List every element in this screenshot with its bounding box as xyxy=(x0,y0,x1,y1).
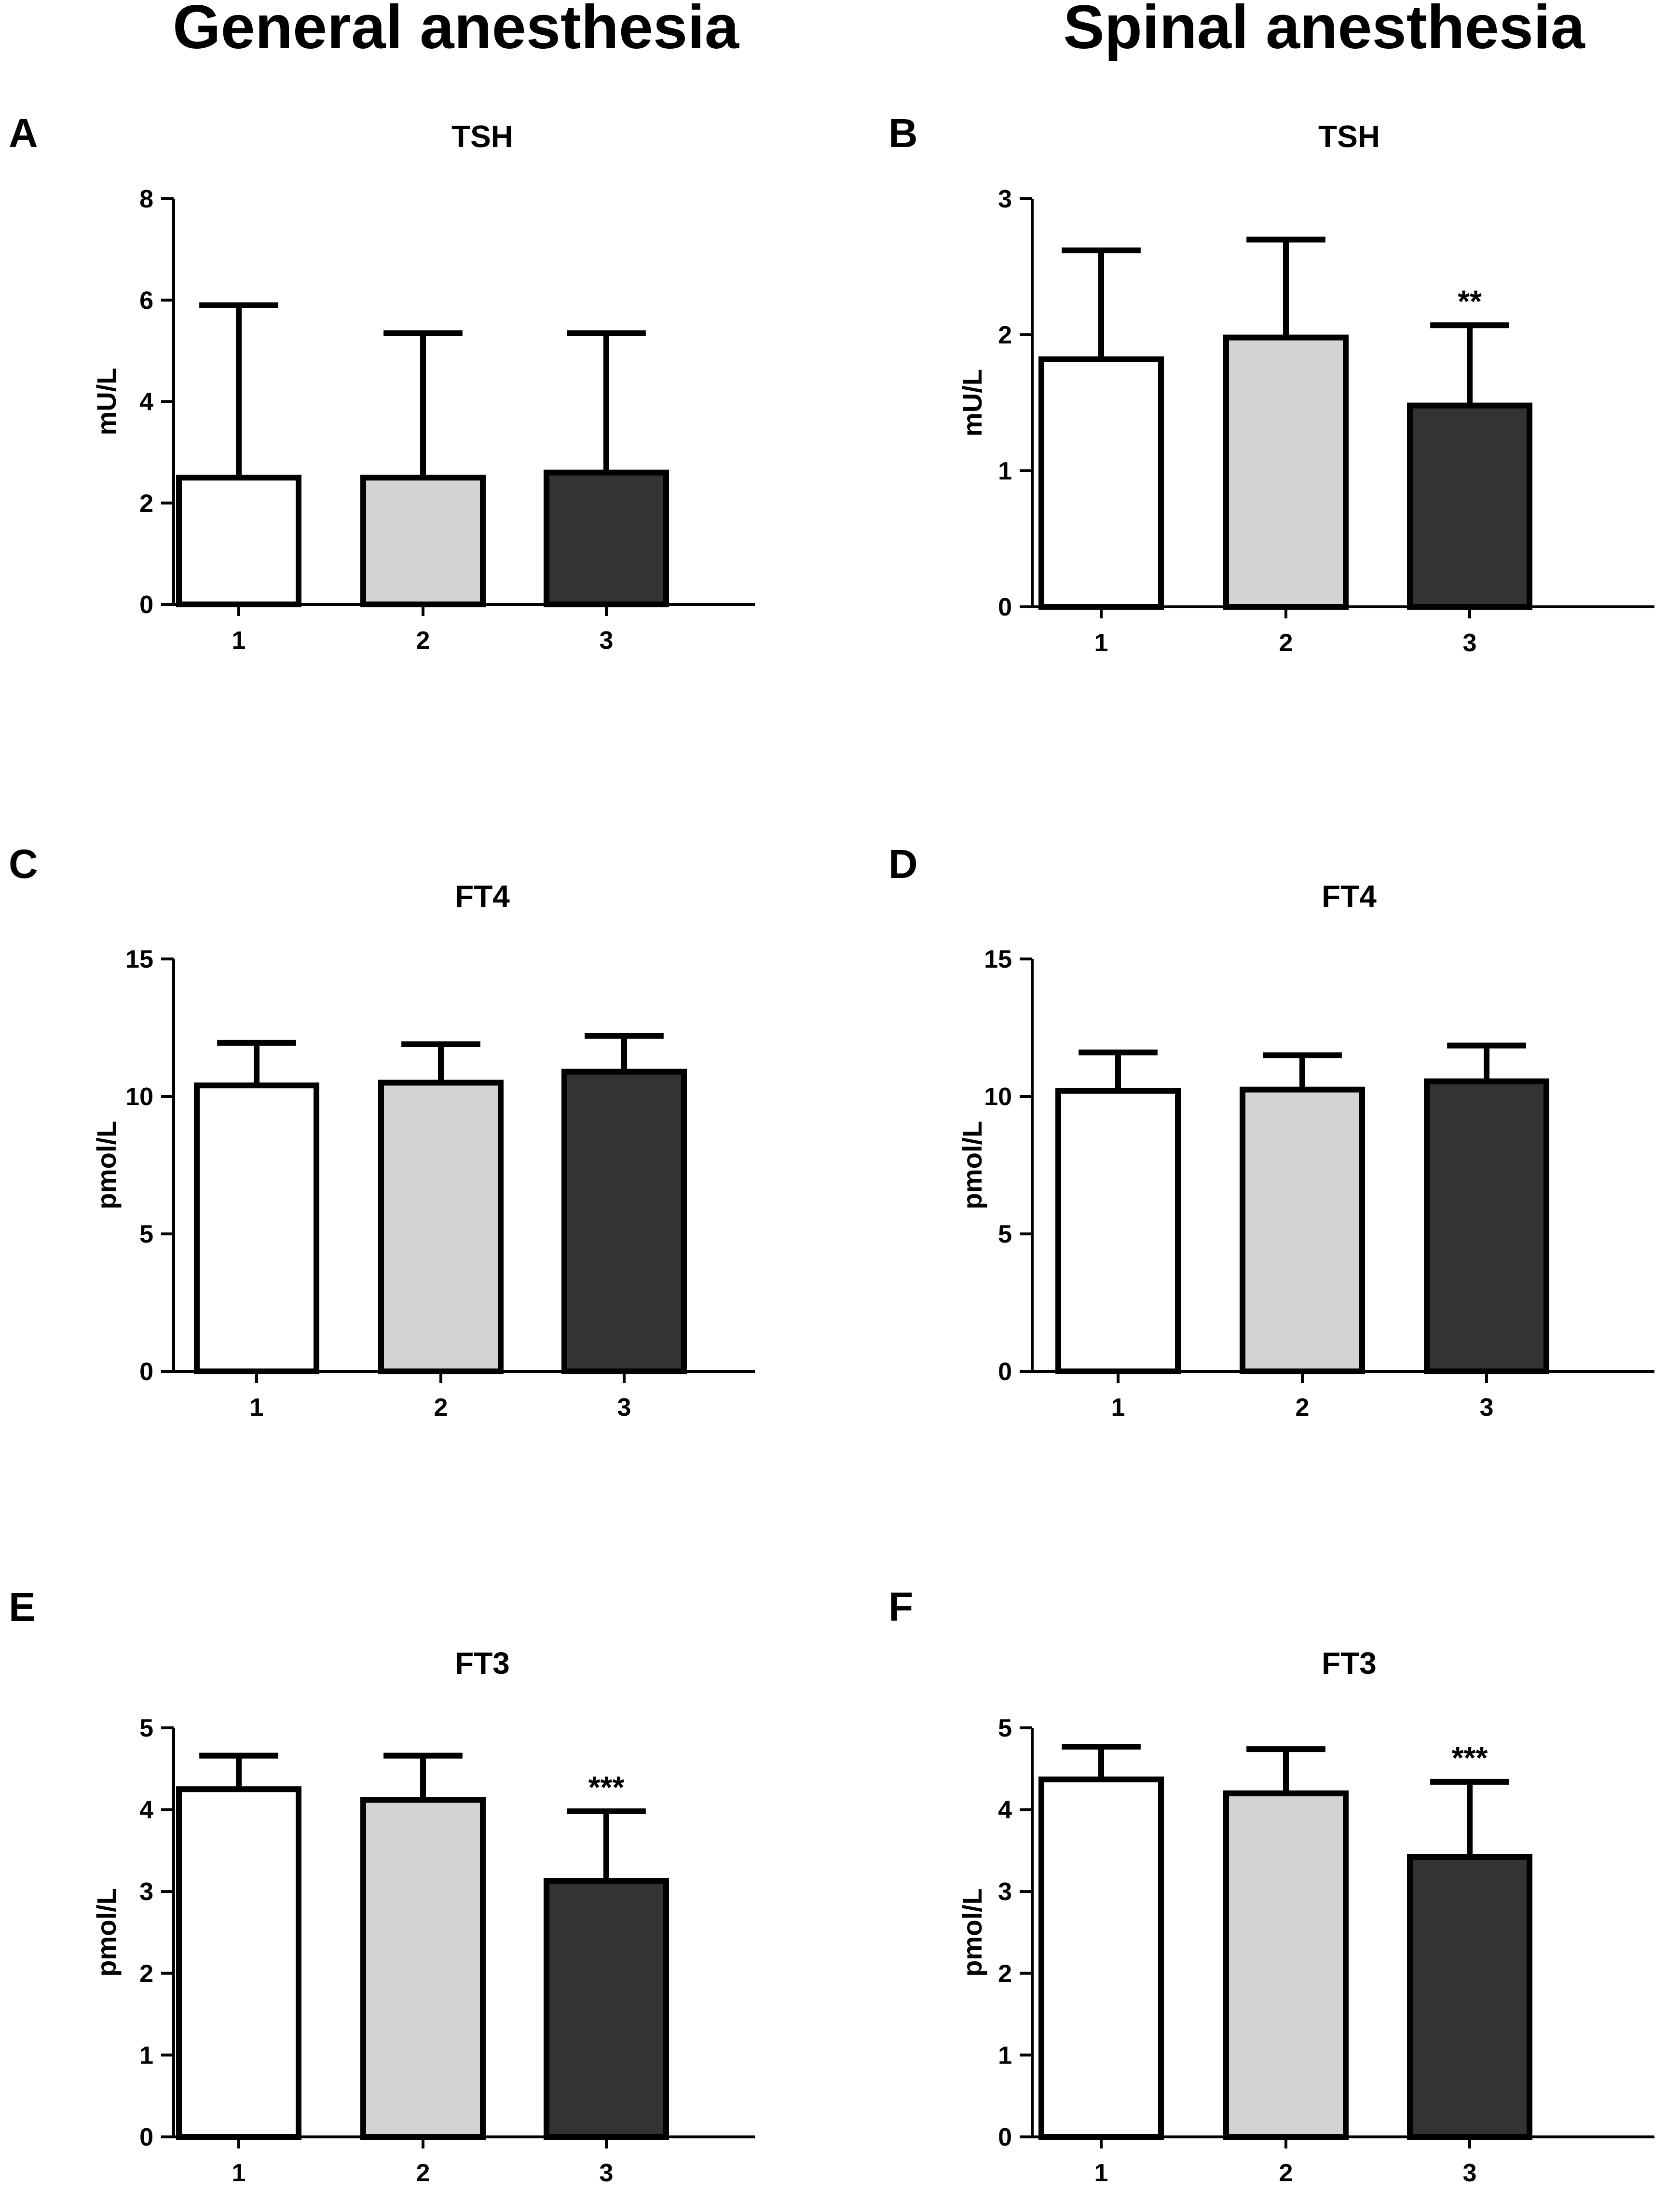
y-tick-label-d-1: 5 xyxy=(998,1220,1012,1248)
bar-d-3 xyxy=(1424,1078,1549,1374)
y-tick-label-f-5: 5 xyxy=(998,1714,1012,1742)
significance-b-3: ** xyxy=(1458,284,1482,318)
chart-title-e: FT3 xyxy=(455,1646,510,1681)
y-tick-label-e-5: 5 xyxy=(139,1714,153,1742)
bar-e-1 xyxy=(176,1786,301,2140)
panel-letter-d: D xyxy=(888,841,918,887)
y-tick-label-d-2: 10 xyxy=(984,1083,1012,1111)
chart-title-c: FT4 xyxy=(455,879,510,914)
column-title-general: General anesthesia xyxy=(173,0,739,62)
y-tick-label-b-2: 2 xyxy=(998,321,1012,349)
bar-e-2 xyxy=(360,1797,486,2140)
bar-c-2 xyxy=(378,1080,504,1374)
y-tick-label-b-3: 3 xyxy=(998,185,1012,213)
y-tick-label-e-1: 1 xyxy=(139,2041,153,2069)
chart-panel-a: A TSH mU/L 1 2 3 0 2 4 6 8 xyxy=(9,110,755,655)
bar-f-3 xyxy=(1407,1854,1532,2140)
y-tick-label-e-4: 4 xyxy=(139,1796,153,1824)
y-tick-label-a-1: 2 xyxy=(139,490,153,518)
y-axis-label-d: pmol/L xyxy=(957,1121,987,1210)
chart-panel-f: F FT3 pmol/L 1 2 *** 3 0 1 2 3 4 5 xyxy=(888,1584,1654,2187)
x-tick-label-e-2: 2 xyxy=(416,2159,430,2187)
y-tick-label-e-0: 0 xyxy=(139,2123,153,2151)
significance-f-3: *** xyxy=(1452,1740,1488,1775)
x-tick-label-e-1: 1 xyxy=(232,2159,246,2187)
panel-letter-c: C xyxy=(9,841,38,887)
x-tick-label-a-1: 1 xyxy=(232,627,246,655)
y-tick-label-c-0: 0 xyxy=(139,1358,153,1386)
bar-a-1 xyxy=(176,475,301,607)
bar-d-1 xyxy=(1055,1088,1181,1375)
y-tick-label-f-2: 2 xyxy=(998,1960,1012,1988)
y-tick-label-d-3: 15 xyxy=(984,945,1012,973)
x-tick-label-c-3: 3 xyxy=(617,1394,631,1422)
chart-panel-d: D FT4 pmol/L 1 2 3 0 5 10 15 xyxy=(888,841,1654,1422)
x-tick-label-f-1: 1 xyxy=(1094,2159,1108,2187)
y-tick-label-f-1: 1 xyxy=(998,2041,1012,2069)
bar-c-3 xyxy=(561,1068,687,1374)
bar-b-3 xyxy=(1407,402,1532,610)
chart-panel-b: B TSH mU/L 1 2 ** 3 0 1 2 3 xyxy=(888,110,1654,657)
y-axis-label-b: mU/L xyxy=(957,369,987,437)
bar-b-2 xyxy=(1223,334,1349,610)
column-title-spinal: Spinal anesthesia xyxy=(1063,0,1585,62)
panel-letter-f: F xyxy=(888,1584,913,1629)
y-tick-label-b-1: 1 xyxy=(998,457,1012,485)
chart-title-f: FT3 xyxy=(1322,1646,1377,1681)
x-tick-label-b-1: 1 xyxy=(1094,629,1108,657)
bar-f-2 xyxy=(1223,1790,1349,2140)
chart-title-a: TSH xyxy=(451,119,513,154)
chart-title-d: FT4 xyxy=(1322,879,1377,914)
panel-letter-a: A xyxy=(9,110,38,156)
bar-b-1 xyxy=(1038,356,1164,610)
bar-d-2 xyxy=(1240,1086,1365,1374)
panels: A TSH mU/L 1 2 3 0 2 4 6 8 B TSH mU/L 1 2 ** 3 0 1 2 3 C FT4 pmo… xyxy=(9,110,1654,2187)
y-axis-label-f: pmol/L xyxy=(957,1888,987,1977)
y-tick-label-c-1: 5 xyxy=(139,1220,153,1248)
x-tick-label-a-2: 2 xyxy=(416,627,430,655)
x-tick-label-f-2: 2 xyxy=(1279,2159,1293,2187)
bar-c-1 xyxy=(194,1082,319,1374)
y-tick-label-e-2: 2 xyxy=(139,1960,153,1988)
x-tick-label-e-3: 3 xyxy=(600,2159,614,2187)
x-tick-label-b-3: 3 xyxy=(1463,629,1477,657)
bar-e-3 xyxy=(544,1878,669,2140)
y-tick-label-d-0: 0 xyxy=(998,1358,1012,1386)
x-tick-label-b-2: 2 xyxy=(1279,629,1293,657)
chart-panel-c: C FT4 pmol/L 1 2 3 0 5 10 15 xyxy=(9,841,755,1422)
y-tick-label-f-4: 4 xyxy=(998,1796,1012,1824)
chart-panel-e: E FT3 pmol/L 1 2 *** 3 0 1 2 3 4 5 xyxy=(9,1584,755,2187)
y-tick-label-a-3: 6 xyxy=(139,287,153,315)
bar-f-1 xyxy=(1038,1776,1164,2140)
significance-e-3: *** xyxy=(588,1770,625,1805)
x-tick-label-d-1: 1 xyxy=(1111,1394,1125,1422)
y-axis-label-e: pmol/L xyxy=(91,1888,122,1977)
y-tick-label-e-3: 3 xyxy=(139,1878,153,1906)
y-tick-label-c-3: 15 xyxy=(125,945,153,973)
x-tick-label-c-1: 1 xyxy=(250,1394,264,1422)
y-axis-label-a: mU/L xyxy=(91,368,122,436)
x-tick-label-d-2: 2 xyxy=(1296,1394,1310,1422)
panel-letter-e: E xyxy=(9,1584,36,1629)
y-tick-label-a-2: 4 xyxy=(139,388,153,416)
x-tick-label-d-3: 3 xyxy=(1480,1394,1494,1422)
y-tick-label-a-4: 8 xyxy=(139,185,153,213)
chart-title-b: TSH xyxy=(1318,119,1380,154)
x-tick-label-c-2: 2 xyxy=(434,1394,448,1422)
y-tick-label-b-0: 0 xyxy=(998,593,1012,621)
bar-a-3 xyxy=(544,469,669,607)
panel-letter-b: B xyxy=(888,110,918,156)
y-tick-label-f-0: 0 xyxy=(998,2123,1012,2151)
y-tick-label-a-0: 0 xyxy=(139,591,153,619)
y-tick-label-c-2: 10 xyxy=(125,1083,153,1111)
x-tick-label-a-3: 3 xyxy=(600,627,614,655)
bar-a-2 xyxy=(360,475,486,607)
y-tick-label-f-3: 3 xyxy=(998,1878,1012,1906)
x-tick-label-f-3: 3 xyxy=(1463,2159,1477,2187)
y-axis-label-c: pmol/L xyxy=(91,1121,122,1210)
